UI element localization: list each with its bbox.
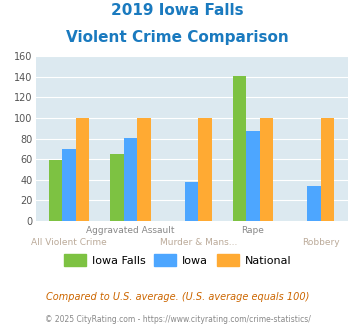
Text: Rape: Rape — [241, 226, 264, 235]
Text: Robbery: Robbery — [302, 238, 340, 247]
Bar — [233, 76, 246, 221]
Bar — [110, 154, 124, 221]
Text: Aggravated Assault: Aggravated Assault — [86, 226, 175, 235]
Text: 2019 Iowa Falls: 2019 Iowa Falls — [111, 3, 244, 18]
Bar — [49, 160, 62, 221]
Text: Murder & Mans...: Murder & Mans... — [160, 238, 237, 247]
Text: Violent Crime Comparison: Violent Crime Comparison — [66, 30, 289, 45]
Bar — [185, 182, 198, 221]
Bar — [62, 149, 76, 221]
Bar — [198, 118, 212, 221]
Bar — [307, 186, 321, 221]
Bar — [76, 118, 89, 221]
Text: © 2025 CityRating.com - https://www.cityrating.com/crime-statistics/: © 2025 CityRating.com - https://www.city… — [45, 315, 310, 324]
Text: All Violent Crime: All Violent Crime — [31, 238, 107, 247]
Bar — [260, 118, 273, 221]
Bar — [124, 138, 137, 221]
Text: Compared to U.S. average. (U.S. average equals 100): Compared to U.S. average. (U.S. average … — [46, 292, 309, 302]
Legend: Iowa Falls, Iowa, National: Iowa Falls, Iowa, National — [59, 250, 296, 270]
Bar — [246, 131, 260, 221]
Bar — [321, 118, 334, 221]
Bar — [137, 118, 151, 221]
